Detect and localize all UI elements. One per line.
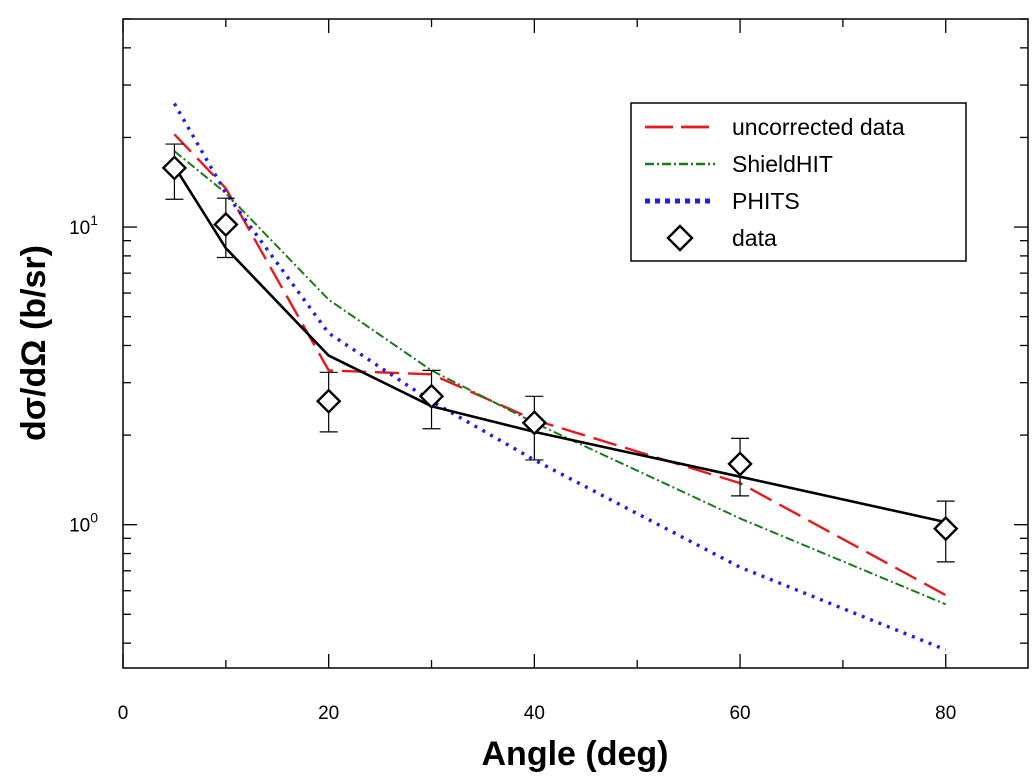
legend-label: PHITS: [732, 188, 800, 214]
x-tick-labels: 0 20 40 60 80: [118, 703, 957, 724]
data-markers: [161, 143, 959, 563]
y-tick-label: 101: [69, 212, 98, 239]
plot-frame: [122, 18, 1029, 669]
x-tick-label: 40: [524, 703, 545, 724]
legend-label: uncorrected data: [732, 114, 905, 140]
data-marker: [418, 383, 445, 409]
x-axis-title: Angle (deg): [482, 735, 669, 773]
y-axis-title: dσ/dΩ (b/sr): [15, 245, 53, 441]
x-tick-label: 60: [729, 703, 750, 724]
x-tick-label: 20: [318, 703, 339, 724]
data-marker: [315, 388, 342, 414]
data-marker: [521, 410, 548, 436]
y-tick-labels: 100 101: [69, 212, 98, 537]
y-tick-label: 100: [69, 510, 98, 537]
legend-label: data: [732, 225, 777, 251]
data-marker: [161, 155, 188, 181]
series-line-1: [173, 150, 947, 606]
data-marker: [213, 211, 239, 238]
axis-ticks: [122, 18, 1028, 668]
x-tick-label: 0: [118, 703, 129, 724]
x-tick-label: 80: [935, 703, 956, 724]
legend-swatch-data: [666, 224, 694, 252]
data-marker: [727, 451, 753, 477]
data-marker: [933, 515, 959, 542]
legend: uncorrected data ShieldHIT PHITS data: [630, 102, 967, 262]
legend-label: ShieldHIT: [732, 151, 833, 177]
